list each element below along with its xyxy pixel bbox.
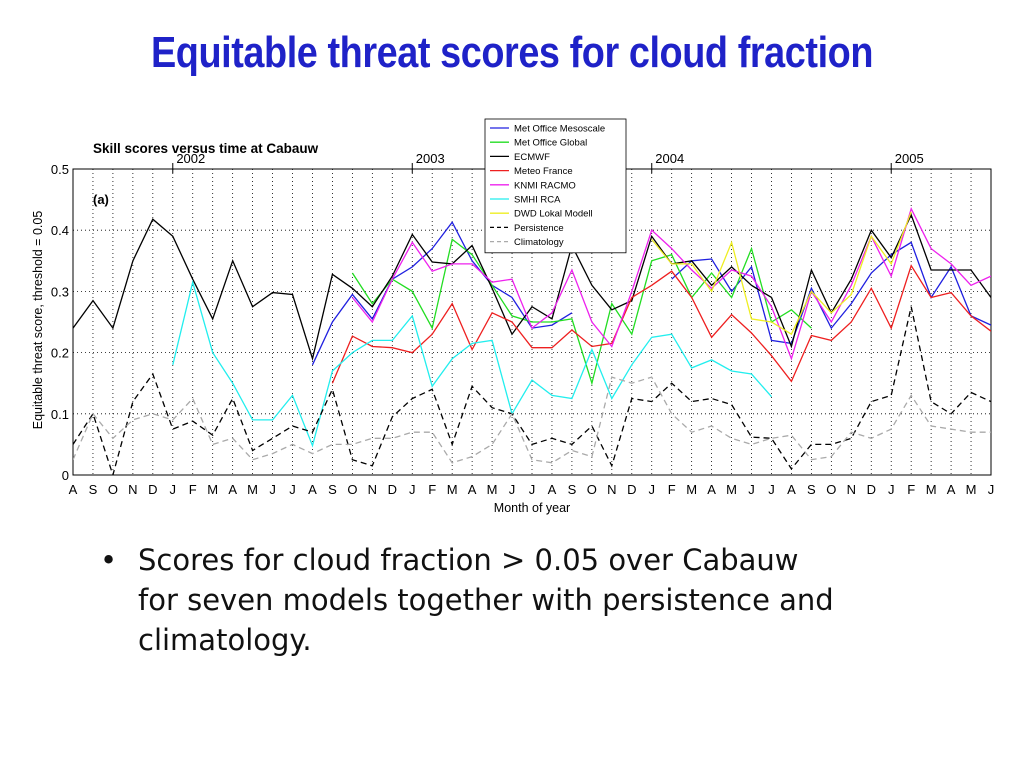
x-tick-label: O: [826, 482, 836, 497]
x-tick-label: F: [428, 482, 436, 497]
series-line-climatology: [73, 376, 991, 464]
x-axis-label: Month of year: [494, 501, 570, 515]
x-tick-label: S: [568, 482, 577, 497]
series-line-met-office-mesoscale: [671, 241, 991, 345]
bullet-text: Scores for cloud fraction > 0.05 over Ca…: [138, 543, 834, 657]
x-tick-label: O: [587, 482, 597, 497]
series-line-dwd-lokal-modell: [651, 211, 912, 336]
legend-entry: KNMI RACMO: [514, 180, 576, 191]
series-line-met-office-global: [351, 238, 812, 386]
legend-entry: Met Office Global: [514, 138, 587, 149]
x-tick-label: M: [686, 482, 697, 497]
x-tick-label: D: [148, 482, 157, 497]
x-tick-label: J: [289, 482, 296, 497]
x-tick-label: J: [748, 482, 755, 497]
y-tick-label: 0: [62, 468, 69, 483]
x-tick-label: N: [847, 482, 856, 497]
x-tick-label: A: [69, 482, 78, 497]
y-tick-label: 0.4: [51, 223, 69, 238]
x-tick-label: J: [648, 482, 655, 497]
series-line-persistence: [73, 306, 991, 475]
x-tick-label: N: [607, 482, 616, 497]
x-tick-label: S: [807, 482, 816, 497]
x-tick-label: M: [726, 482, 737, 497]
x-tick-label: A: [228, 482, 237, 497]
x-tick-label: J: [529, 482, 536, 497]
x-tick-label: F: [907, 482, 915, 497]
year-label: 2004: [655, 151, 684, 166]
x-tick-label: F: [189, 482, 197, 497]
x-tick-label: M: [487, 482, 498, 497]
x-tick-label: J: [170, 482, 177, 497]
x-tick-label: D: [388, 482, 397, 497]
year-label: 2005: [895, 151, 924, 166]
x-tick-label: M: [207, 482, 218, 497]
legend-entry: Meteo France: [514, 166, 573, 177]
x-tick-label: A: [468, 482, 477, 497]
legend-entry: ECMWF: [514, 152, 550, 163]
y-tick-label: 0.2: [51, 346, 69, 361]
x-tick-label: J: [269, 482, 276, 497]
series-line-knmi-racmo: [351, 207, 991, 361]
x-tick-label: M: [247, 482, 258, 497]
series-line-met-office-mesoscale: [311, 220, 573, 366]
legend-entry: Persistence: [514, 223, 564, 234]
x-tick-label: N: [128, 482, 137, 497]
x-tick-label: A: [707, 482, 716, 497]
skill-score-chart: Skill scores versus time at Cabauw (a) M…: [31, 118, 995, 515]
x-tick-label: J: [509, 482, 516, 497]
series-line-ecmwf: [73, 213, 991, 362]
year-label: 2003: [416, 151, 445, 166]
y-axis-label: Equitable threat score, threshold = 0.05: [31, 211, 45, 430]
y-tick-label: 0.3: [51, 284, 69, 299]
x-tick-label: M: [966, 482, 977, 497]
y-tick-label: 0.1: [51, 407, 69, 422]
x-tick-label: S: [328, 482, 337, 497]
series-line-meteo-france: [331, 264, 991, 384]
bullet-dot: •: [100, 543, 118, 577]
legend-entry: DWD Lokal Modell: [514, 209, 593, 220]
x-tick-label: M: [926, 482, 937, 497]
year-label: 2002: [176, 151, 205, 166]
x-tick-label: J: [409, 482, 416, 497]
x-tick-label: A: [548, 482, 557, 497]
slide-title: Equitable threat scores for cloud fracti…: [150, 28, 874, 77]
x-tick-label: J: [988, 482, 995, 497]
x-tick-label: S: [89, 482, 98, 497]
x-tick-label: M: [447, 482, 458, 497]
series-line-smhi-rca: [172, 279, 772, 448]
legend-entry: Climatology: [514, 237, 564, 248]
y-tick-label: 0.5: [51, 162, 69, 177]
legend-entry: Met Office Mesoscale: [514, 124, 605, 135]
x-tick-label: J: [768, 482, 775, 497]
x-tick-label: O: [347, 482, 357, 497]
x-tick-label: D: [867, 482, 876, 497]
x-tick-label: A: [947, 482, 956, 497]
chart-title: Skill scores versus time at Cabauw: [93, 141, 319, 156]
x-tick-label: O: [108, 482, 118, 497]
x-tick-label: N: [368, 482, 377, 497]
legend-entry: SMHI RCA: [514, 195, 561, 206]
panel-label: (a): [93, 192, 109, 207]
x-tick-label: J: [888, 482, 895, 497]
x-tick-label: F: [668, 482, 676, 497]
x-tick-label: A: [308, 482, 317, 497]
x-tick-label: A: [787, 482, 796, 497]
legend-box: [484, 118, 627, 254]
x-tick-label: D: [627, 482, 636, 497]
